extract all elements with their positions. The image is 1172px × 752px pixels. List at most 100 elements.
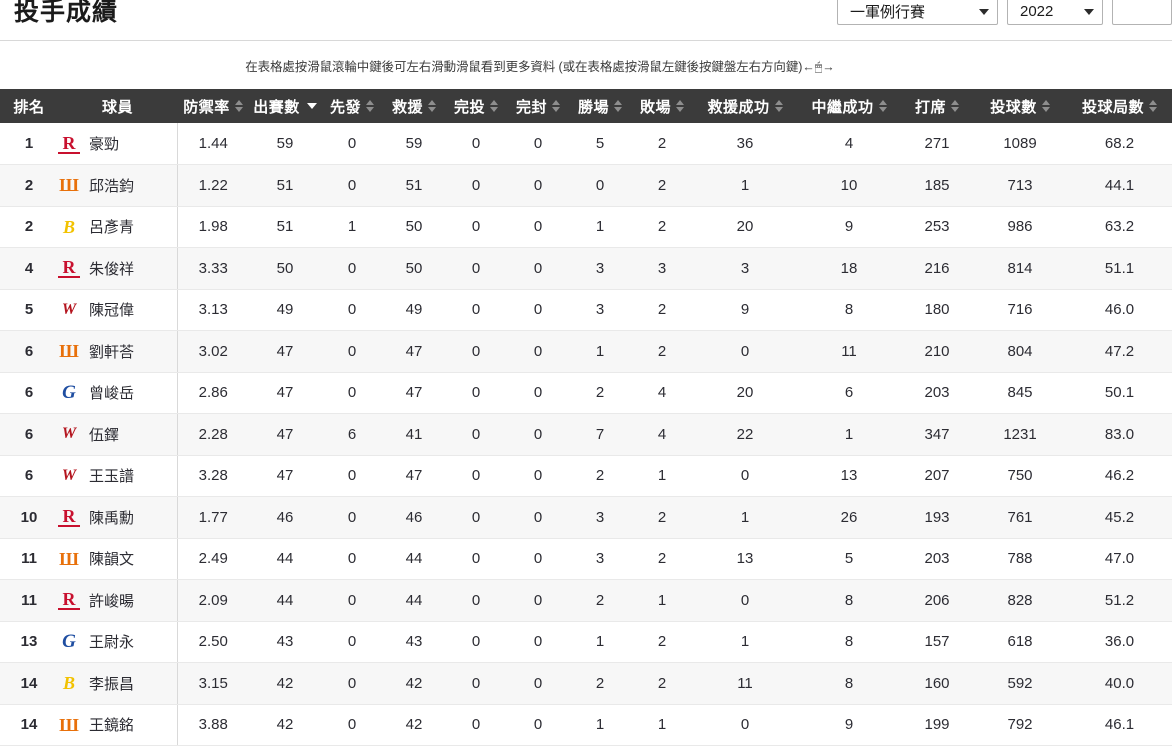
league-select[interactable]: 一軍例行賽 [837,0,998,25]
cell-era: 3.33 [177,247,249,290]
table-row[interactable]: 1 R 豪勁 1.44 59 0 59 0 0 5 2 36 4 271 1089 68.2 [0,123,1172,165]
player-name-link[interactable]: 王鏡銘 [89,717,135,735]
table-row[interactable]: 11 Ш 陳韻文 2.49 44 0 44 0 0 3 2 13 5 203 788 47.0 [0,538,1172,580]
player-name-link[interactable]: 朱俊祥 [89,260,135,278]
player-name-link[interactable]: 李振昌 [89,675,135,693]
sort-toggle-icon[interactable] [234,100,243,112]
cell-pa: 180 [901,289,973,331]
player-name-link[interactable]: 陳韻文 [89,551,135,569]
cell-cg: 0 [445,704,507,746]
cell-g: 42 [249,662,321,705]
table-row[interactable]: 6 G 曾峻岳 2.86 47 0 47 0 0 2 4 20 6 203 845 50.1 [0,372,1172,414]
table-row[interactable]: 4 R 朱俊祥 3.33 50 0 50 0 0 3 3 3 18 216 814 51.1 [0,247,1172,290]
cell-rank: 13 [0,621,58,663]
sort-toggle-icon[interactable] [490,100,498,112]
player-name-link[interactable]: 陳冠偉 [89,302,135,320]
team-logo-icon: B [62,216,75,237]
column-header-gs[interactable]: 先發 [321,89,383,123]
column-header-label: 勝場 [577,98,609,116]
cell-w: 1 [569,330,631,373]
table-row[interactable]: 10 R 陳禹勳 1.77 46 0 46 0 0 3 2 1 26 193 761 45.2 [0,496,1172,539]
chevron-down-icon [1084,9,1094,15]
cell-cg: 0 [445,289,507,331]
sort-toggle-icon[interactable] [1041,100,1050,112]
cell-w: 2 [569,579,631,622]
sort-toggle-icon[interactable] [676,100,684,112]
cell-svs: 22 [693,413,797,456]
cell-w: 3 [569,247,631,290]
player-name-link[interactable]: 王尉永 [89,634,135,652]
sort-toggle-icon[interactable] [614,100,622,112]
sort-toggle-icon[interactable] [774,100,783,112]
player-name-link[interactable]: 王玉譜 [89,468,135,486]
player-name-link[interactable]: 邱浩鈞 [89,177,135,195]
column-header-svs[interactable]: 救援成功 [693,89,797,123]
cell-player: G 王尉永 [58,621,178,663]
table-row[interactable]: 2 Ш 邱浩鈞 1.22 51 0 51 0 0 0 2 1 10 185 713 44.1 [0,164,1172,207]
sort-toggle-icon[interactable] [878,100,887,112]
table-row[interactable]: 13 G 王尉永 2.50 43 0 43 0 0 1 2 1 8 157 618 36.0 [0,621,1172,663]
column-header-label: 投球數 [990,98,1037,116]
sort-toggle-icon[interactable] [428,100,436,112]
sort-toggle-icon[interactable] [552,100,560,112]
cell-hld: 10 [797,164,901,207]
column-header-sv[interactable]: 救援 [383,89,445,123]
table-row[interactable]: 11 R 許峻暘 2.09 44 0 44 0 0 2 1 0 8 206 828 51.2 [0,579,1172,622]
column-header-ip[interactable]: 投球局數 [1067,89,1172,123]
cell-svs: 1 [693,621,797,663]
column-header-sho[interactable]: 完封 [507,89,569,123]
player-name-link[interactable]: 伍鐸 [89,426,120,444]
cell-player: Ш 陳韻文 [58,538,178,580]
cell-ip: 45.2 [1067,496,1172,539]
cell-w: 2 [569,455,631,497]
table-row[interactable]: 2 B 呂彥青 1.98 51 1 50 0 0 1 2 20 9 253 986 63.2 [0,206,1172,248]
column-header-w[interactable]: 勝場 [569,89,631,123]
column-header-era[interactable]: 防禦率 [177,89,249,123]
column-header-hld[interactable]: 中繼成功 [797,89,901,123]
table-row[interactable]: 6 Ш 劉軒荅 3.02 47 0 47 0 0 1 2 0 11 210 804 47.2 [0,330,1172,373]
player-name-link[interactable]: 曾峻岳 [89,385,135,403]
cell-sv: 43 [383,621,445,663]
player-name-link[interactable]: 呂彥青 [89,219,135,237]
column-header-cg[interactable]: 完投 [445,89,507,123]
column-header-g[interactable]: 出賽數 [249,89,321,123]
cell-hld: 9 [797,704,901,746]
cell-np: 750 [973,455,1067,497]
column-header-label: 打席 [914,98,946,116]
cell-cg: 0 [445,455,507,497]
player-name-link[interactable]: 劉軒荅 [89,343,135,361]
table-row[interactable]: 14 B 李振昌 3.15 42 0 42 0 0 2 2 11 8 160 592 40.0 [0,662,1172,705]
table-row[interactable]: 6 W 王玉譜 3.28 47 0 47 0 0 2 1 0 13 207 750 46.2 [0,455,1172,497]
cell-sv: 50 [383,247,445,290]
column-header-np[interactable]: 投球數 [973,89,1067,123]
cell-era: 3.02 [177,330,249,373]
sort-toggle-icon[interactable] [951,100,959,112]
cell-svs: 0 [693,579,797,622]
cell-rank: 1 [0,123,58,165]
player-name-link[interactable]: 陳禹勳 [89,509,135,527]
cell-sho: 0 [507,538,569,580]
extra-select[interactable] [1112,0,1172,25]
sort-toggle-icon[interactable] [366,100,374,112]
stats-table-area[interactable]: 排名 球員 防禦率 出賽數 先發 救援 完投 完封 勝場 敗場 救援成功 中繼成功 打席 投球數 投球局數 … [0,89,1172,752]
sort-desc-active-icon[interactable] [306,103,317,109]
sort-toggle-icon[interactable] [1149,100,1157,112]
year-select[interactable]: 2022 [1007,0,1103,25]
column-header-l[interactable]: 敗場 [631,89,693,123]
player-name-link[interactable]: 許峻暘 [89,592,135,610]
cell-hld: 13 [797,455,901,497]
cell-sv: 44 [383,538,445,580]
cell-hld: 8 [797,621,901,663]
cell-sho: 0 [507,247,569,290]
table-row[interactable]: 5 W 陳冠偉 3.13 49 0 49 0 0 3 2 9 8 180 716 46.0 [0,289,1172,331]
cell-w: 1 [569,621,631,663]
column-header-pa[interactable]: 打席 [901,89,973,123]
player-name-link[interactable]: 豪勁 [89,136,120,153]
cell-pa: 271 [901,123,973,165]
cell-player: W 伍鐸 [58,413,178,456]
cell-l: 2 [631,662,693,705]
cell-era: 3.13 [177,289,249,331]
table-row[interactable]: 6 W 伍鐸 2.28 47 6 41 0 0 7 4 22 1 347 1231 83.0 [0,413,1172,456]
cell-np: 792 [973,704,1067,746]
table-row[interactable]: 14 Ш 王鏡銘 3.88 42 0 42 0 0 1 1 0 9 199 792 46.1 [0,704,1172,746]
